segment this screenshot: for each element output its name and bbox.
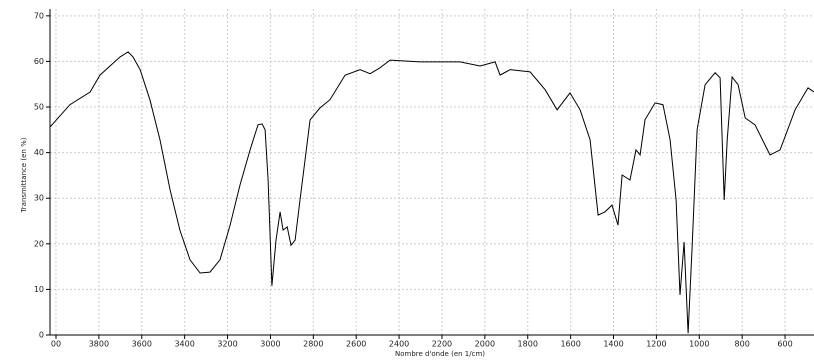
x-tick-label: 1800: [518, 340, 538, 349]
y-tick-label: 10: [34, 285, 44, 294]
x-tick-label: 2800: [303, 340, 323, 349]
x-tick-label: 1600: [560, 340, 580, 349]
x-tick-label: 2200: [432, 340, 452, 349]
x-tick-label: 2000: [475, 340, 495, 349]
y-tick-label: 50: [34, 103, 44, 112]
x-tick-label: 1200: [646, 340, 666, 349]
x-tick-label: 3200: [217, 340, 237, 349]
x-tick-label: 1400: [603, 340, 623, 349]
x-tick-label: 600: [777, 340, 792, 349]
spectrum-line: [49, 51, 814, 334]
x-tick-label: 00: [51, 340, 61, 349]
y-tick-label: 30: [34, 194, 44, 203]
x-tick-label: 1000: [689, 340, 709, 349]
x-tick-label: 2600: [346, 340, 366, 349]
y-tick-label: 40: [34, 148, 44, 157]
y-tick-label: 60: [34, 57, 44, 66]
x-axis-label: Nombre d'onde (en 1/cm): [395, 350, 485, 358]
x-tick-label: 3800: [89, 340, 109, 349]
y-tick-label: 20: [34, 239, 44, 248]
x-tick-label: 3000: [260, 340, 280, 349]
x-tick-label: 3600: [132, 340, 152, 349]
y-tick-label: 0: [39, 331, 44, 340]
y-axis-label: Transmittance (en %): [20, 137, 28, 213]
x-tick-label: 2400: [389, 340, 409, 349]
y-tick-label: 70: [34, 11, 44, 20]
x-tick-label: 3400: [174, 340, 194, 349]
x-tick-label: 800: [735, 340, 750, 349]
